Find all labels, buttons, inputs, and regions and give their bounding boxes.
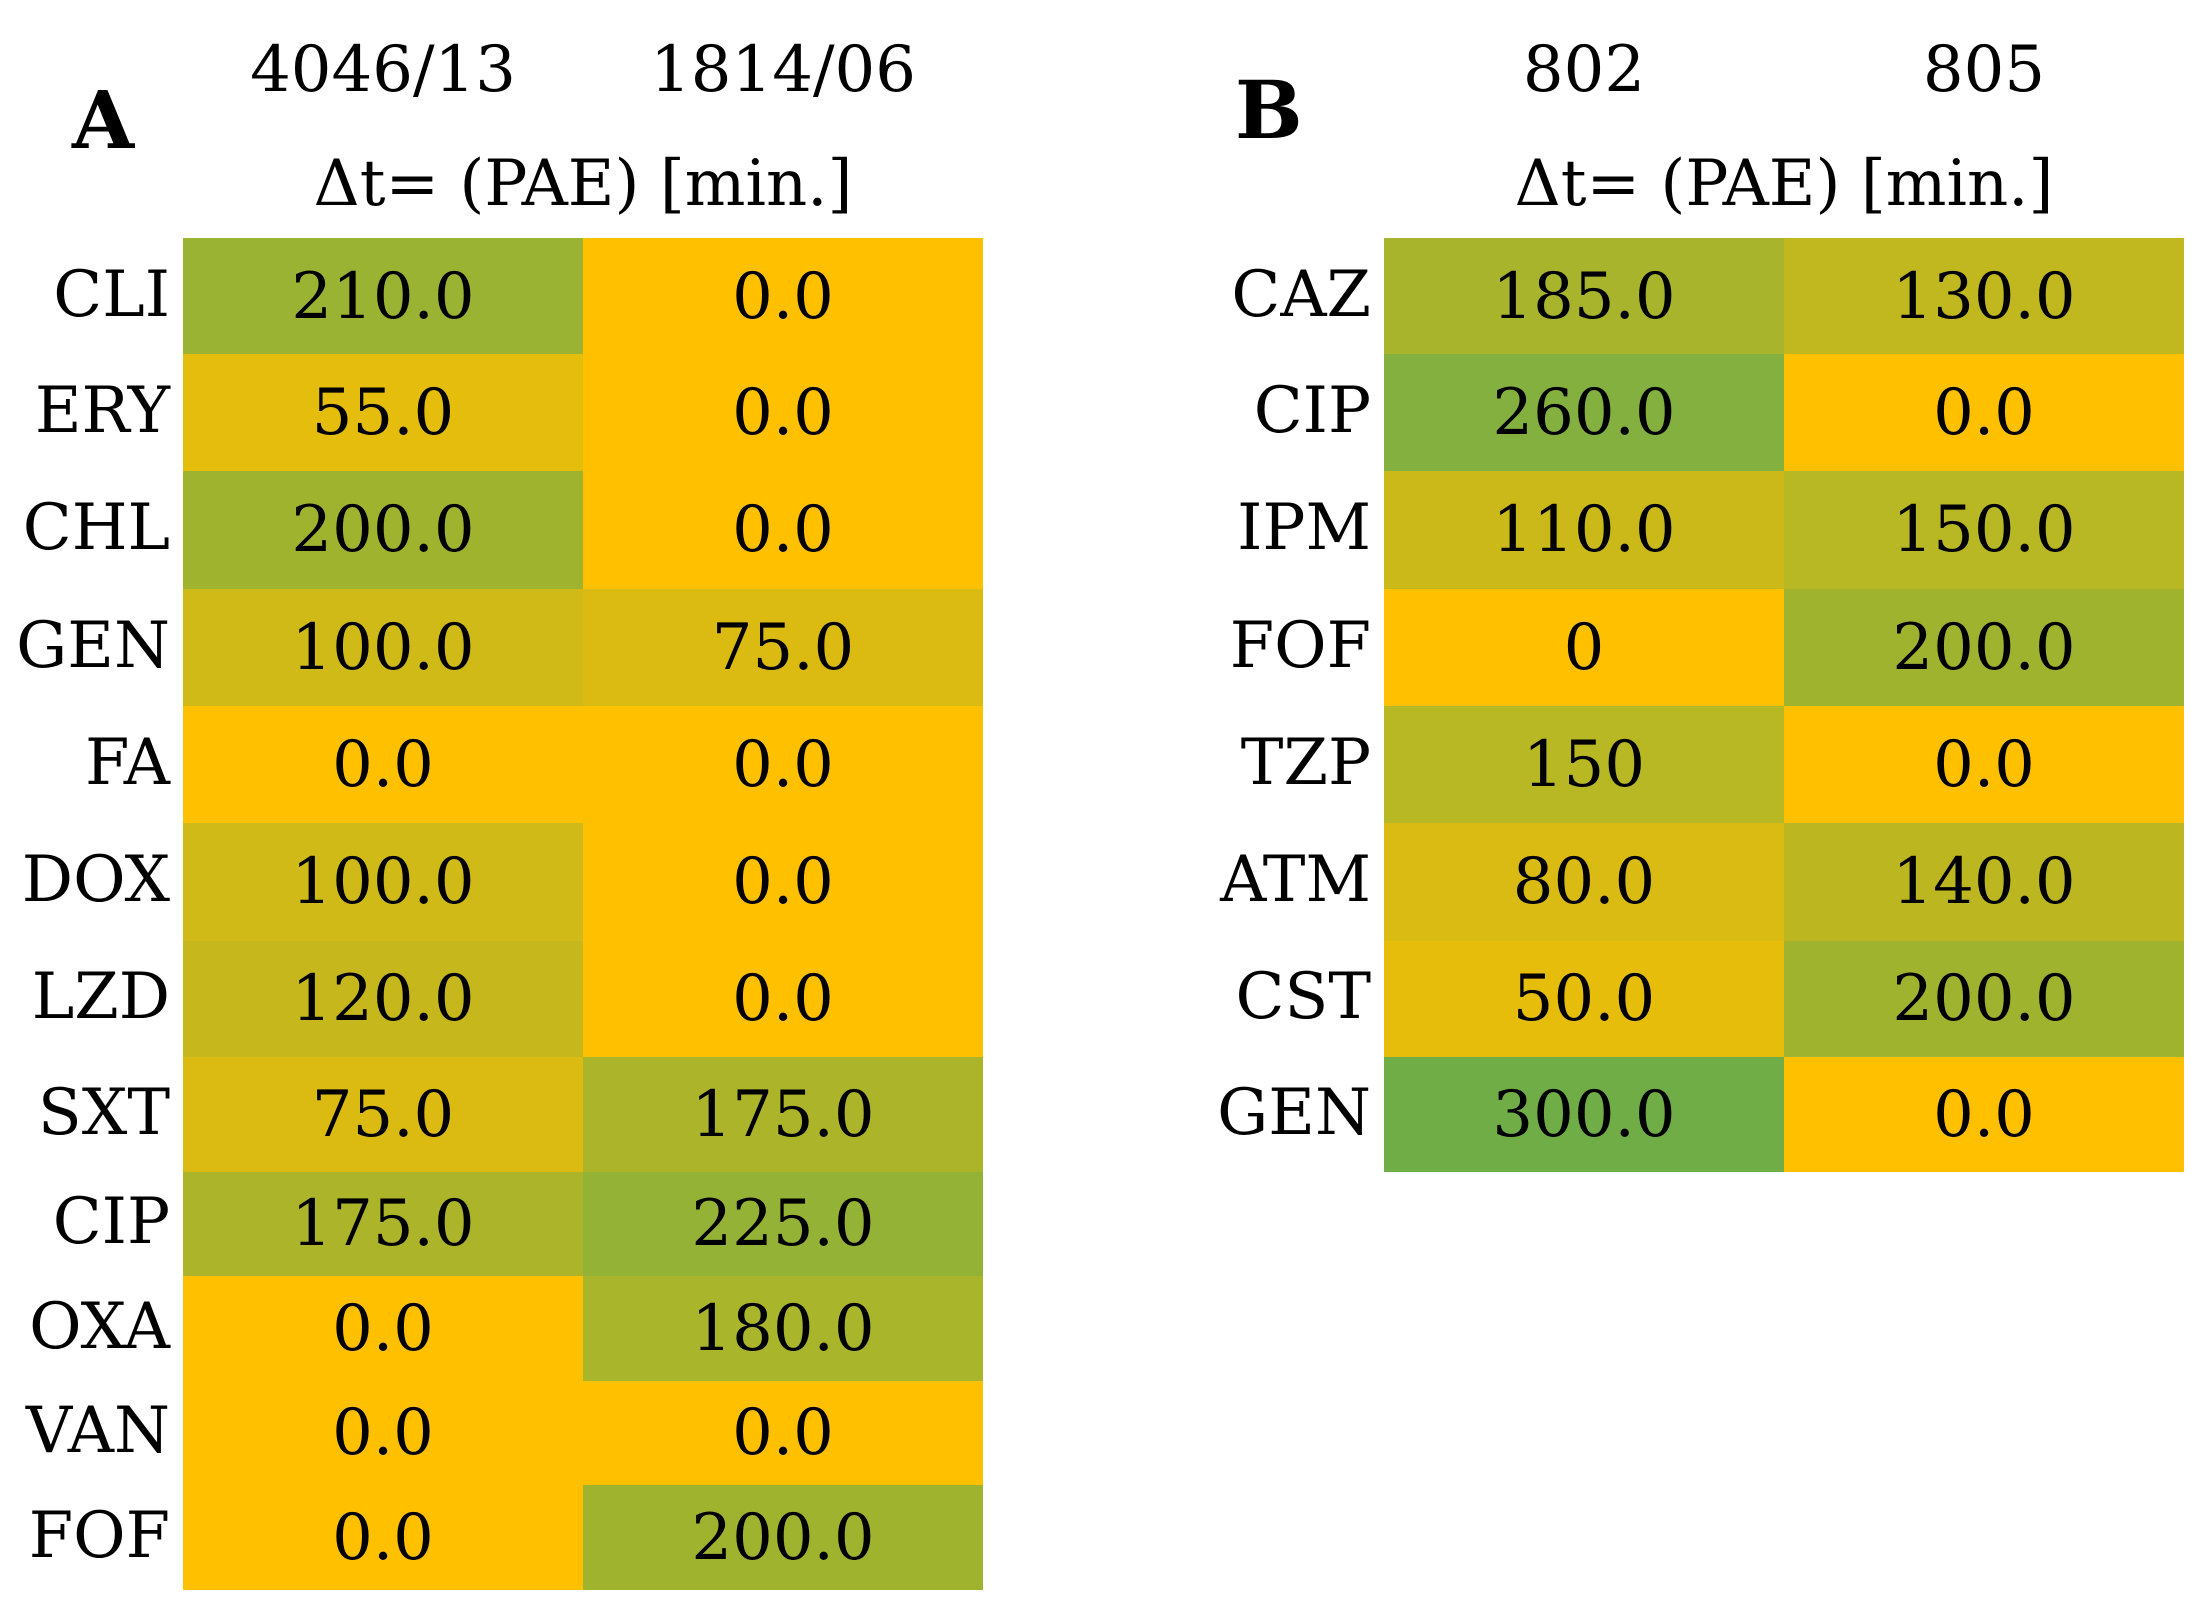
heatmap-cell: 200.0 [183,471,583,589]
heatmap-cell: 100.0 [183,589,583,706]
heatmap-cell: 0.0 [1784,354,2184,471]
heatmap-cell: 0.0 [583,238,983,355]
row-label: FOF [28,1498,170,1573]
heatmap-cell: 180.0 [583,1276,983,1381]
column-header: 1814/06 [650,33,916,107]
row-label: IPM [1237,491,1371,565]
panel-letter: B [1235,63,1303,157]
heatmap-cell: 0.0 [183,1381,583,1485]
column-header: 4046/13 [250,33,516,107]
heatmap-cell: 0.0 [583,823,983,941]
row-label: DOX [21,843,170,917]
heatmap-cell: 75.0 [583,589,983,706]
heatmap-cell: 0.0 [183,706,583,823]
heatmap-cell: 100.0 [183,823,583,941]
row-label: TZP [1240,725,1371,800]
row-label: CST [1235,960,1372,1034]
panel-subtitle: Δt= (PAE) [min.] [1514,147,2054,221]
heatmap-cell: 0.0 [583,354,983,471]
heatmap-cell: 110.0 [1384,471,1784,589]
panel-letter: A [72,73,135,167]
heatmap-cell: 120.0 [183,941,583,1057]
row-label: CIP [52,1185,170,1259]
row-label: SXT [37,1075,170,1150]
heatmap-cell: 200.0 [1784,941,2184,1057]
column-header: 805 [1922,33,2046,107]
row-label: LZD [31,960,170,1034]
heatmap-cell: 0.0 [583,941,983,1057]
heatmap-cell: 0.0 [183,1485,583,1590]
heatmap-cell: 150 [1384,706,1784,823]
heatmap-cell: 150.0 [1784,471,2184,589]
heatmap-cell: 80.0 [1384,823,1784,941]
row-label: CLI [53,257,170,332]
row-label: FOF [1229,608,1371,683]
row-label: ATM [1220,843,1371,917]
heatmap-cell: 0 [1384,589,1784,706]
heatmap-cell: 50.0 [1384,941,1784,1057]
heatmap-cell: 200.0 [1784,589,2184,706]
heatmap-cell: 260.0 [1384,354,1784,471]
row-label: CHL [22,491,170,565]
row-label: CIP [1253,373,1371,448]
heatmap-cell: 0.0 [183,1276,583,1381]
heatmap-cell: 0.0 [1784,706,2184,823]
row-label: GEN [1217,1075,1371,1150]
heatmap-cell: 300.0 [1384,1057,1784,1172]
row-label: FA [84,725,170,800]
heatmap-cell: 55.0 [183,354,583,471]
heatmap-cell: 0.0 [583,706,983,823]
heatmap-cell: 140.0 [1784,823,2184,941]
column-header: 802 [1522,33,1646,107]
heatmap-cell: 200.0 [583,1485,983,1590]
heatmap-cell: 0.0 [1784,1057,2184,1172]
heatmap-cell: 175.0 [583,1057,983,1172]
heatmap-cell: 175.0 [183,1172,583,1276]
panel-subtitle: Δt= (PAE) [min.] [313,147,853,221]
heatmap-cell: 225.0 [583,1172,983,1276]
heatmap-cell: 130.0 [1784,238,2184,355]
row-label: OXA [29,1289,170,1364]
heatmap-cell: 0.0 [583,1381,983,1485]
heatmap-cell: 0.0 [583,471,983,589]
heatmap-cell: 210.0 [183,238,583,355]
row-label: GEN [16,608,170,683]
heatmap-cell: 185.0 [1384,238,1784,355]
row-label: ERY [34,373,170,448]
heatmap-cell: 75.0 [183,1057,583,1172]
row-label: CAZ [1231,257,1371,332]
row-label: VAN [25,1394,170,1468]
